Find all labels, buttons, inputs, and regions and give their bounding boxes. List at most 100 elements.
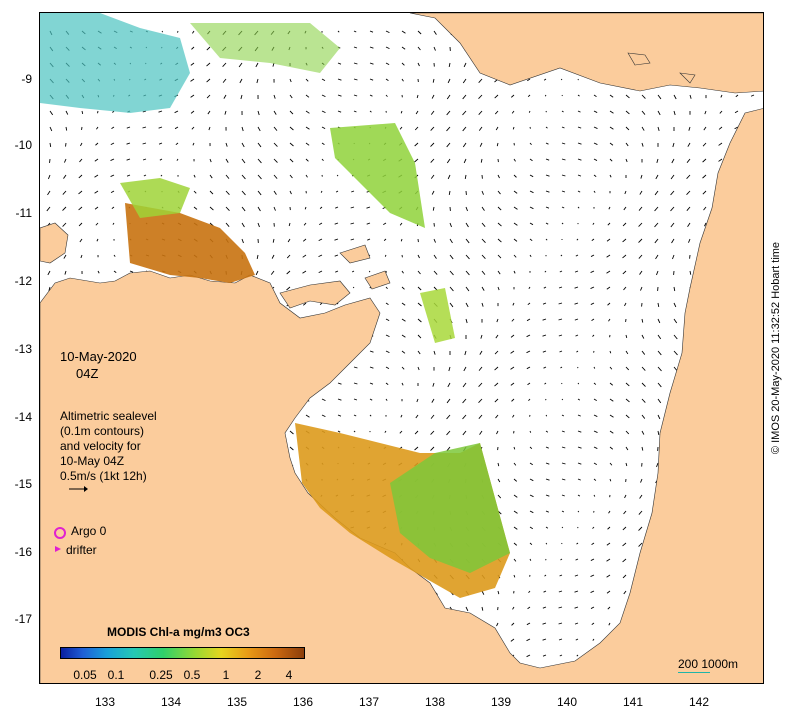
- velocity-vector: [526, 334, 531, 338]
- velocity-vector: [478, 110, 483, 115]
- velocity-vector: [561, 158, 566, 161]
- velocity-vector: [593, 478, 597, 481]
- velocity-vector: [545, 462, 550, 465]
- velocity-vector: [672, 254, 675, 260]
- velocity-vector: [641, 334, 645, 339]
- velocity-vector: [593, 382, 597, 385]
- velocity-vector: [673, 94, 677, 100]
- velocity-vector: [481, 238, 486, 243]
- velocity-vector: [513, 254, 517, 258]
- velocity-vector: [702, 158, 707, 163]
- velocity-vector: [657, 110, 661, 116]
- velocity-vector: [656, 158, 659, 164]
- velocity-vector: [593, 174, 597, 177]
- velocity-vector: [609, 398, 614, 402]
- velocity-vector: [513, 574, 516, 578]
- velocity-vector: [257, 158, 262, 164]
- velocity-vector: [497, 494, 502, 499]
- velocity-vector: [337, 398, 342, 401]
- velocity-vector: [495, 334, 499, 339]
- velocity-vector: [302, 238, 307, 242]
- velocity-vector: [433, 30, 437, 35]
- velocity-vector: [561, 174, 566, 177]
- velocity-vector: [209, 158, 212, 163]
- velocity-vector: [174, 110, 179, 114]
- velocity-vector: [529, 158, 533, 162]
- velocity-vector: [336, 302, 339, 305]
- velocity-vector: [513, 158, 516, 162]
- chl-mid-green: [420, 288, 455, 343]
- velocity-vector: [400, 414, 403, 418]
- velocity-vector: [625, 462, 628, 467]
- velocity-vector: [319, 302, 323, 305]
- velocity-vector: [224, 110, 227, 115]
- velocity-vector: [273, 142, 278, 147]
- colorbar-tick: 0.1: [107, 668, 125, 682]
- velocity-vector: [591, 318, 595, 321]
- velocity-vector: [688, 238, 691, 243]
- velocity-vector: [673, 350, 678, 356]
- velocity-vector: [657, 126, 660, 132]
- velocity-vector: [574, 590, 579, 593]
- velocity-vector: [81, 110, 84, 115]
- velocity-vector: [190, 110, 195, 114]
- map-frame[interactable]: [39, 12, 764, 684]
- velocity-vector: [63, 254, 67, 259]
- velocity-vector: [574, 606, 579, 609]
- velocity-vector: [206, 46, 211, 51]
- lat-tick: -14: [14, 410, 32, 424]
- velocity-vector: [415, 110, 419, 115]
- velocity-vector: [335, 206, 339, 209]
- velocity-vector: [623, 510, 627, 515]
- velocity-vector: [529, 206, 534, 210]
- velocity-vector: [367, 238, 371, 241]
- velocity-vector: [353, 30, 357, 33]
- velocity-vector: [462, 398, 467, 404]
- velocity-vector: [577, 510, 580, 513]
- colorbar-tick: 0.5: [183, 668, 201, 682]
- velocity-vector: [430, 174, 435, 179]
- velocity-vector: [703, 126, 707, 131]
- velocity-vector: [529, 190, 534, 194]
- legend-line: (0.1m contours): [60, 424, 145, 438]
- velocity-vector: [606, 590, 611, 594]
- velocity-vector: [496, 142, 499, 147]
- velocity-vector: [609, 158, 613, 162]
- velocity-vector: [289, 126, 294, 131]
- velocity-vector: [593, 462, 597, 465]
- velocity-vector: [495, 414, 499, 419]
- velocity-vector: [334, 254, 339, 257]
- velocity-vector: [545, 158, 550, 161]
- velocity-vector: [465, 302, 469, 308]
- velocity-vector: [96, 238, 99, 242]
- velocity-vector: [47, 174, 51, 180]
- velocity-vector: [558, 286, 563, 289]
- velocity-vector: [623, 590, 627, 595]
- velocity-vector: [463, 366, 467, 372]
- velocity-vector: [545, 190, 550, 193]
- velocity-vector: [401, 302, 406, 306]
- velocity-vector: [142, 110, 147, 113]
- velocity-vector: [94, 174, 99, 178]
- velocity-vector: [417, 350, 421, 355]
- velocity-vector: [462, 110, 467, 116]
- velocity-vector: [158, 142, 163, 145]
- velocity-vector: [446, 398, 451, 404]
- velocity-vector: [241, 142, 245, 148]
- colorbar-tick: 1: [222, 668, 230, 682]
- velocity-vector: [495, 126, 499, 131]
- velocity-vector: [512, 302, 515, 306]
- velocity-vector: [321, 142, 325, 146]
- velocity-vector: [543, 590, 547, 593]
- velocity-vector: [702, 190, 707, 195]
- velocity-vector: [560, 366, 563, 369]
- velocity-vector: [417, 254, 420, 259]
- velocity-vector: [270, 270, 275, 275]
- velocity-vector: [47, 270, 51, 276]
- velocity-vector: [545, 174, 550, 177]
- velocity-vector: [657, 350, 662, 356]
- velocity-vector: [623, 206, 627, 211]
- velocity-vector: [545, 510, 549, 513]
- legend-line: 0.5m/s (1kt 12h): [60, 469, 147, 483]
- velocity-vector: [545, 542, 548, 545]
